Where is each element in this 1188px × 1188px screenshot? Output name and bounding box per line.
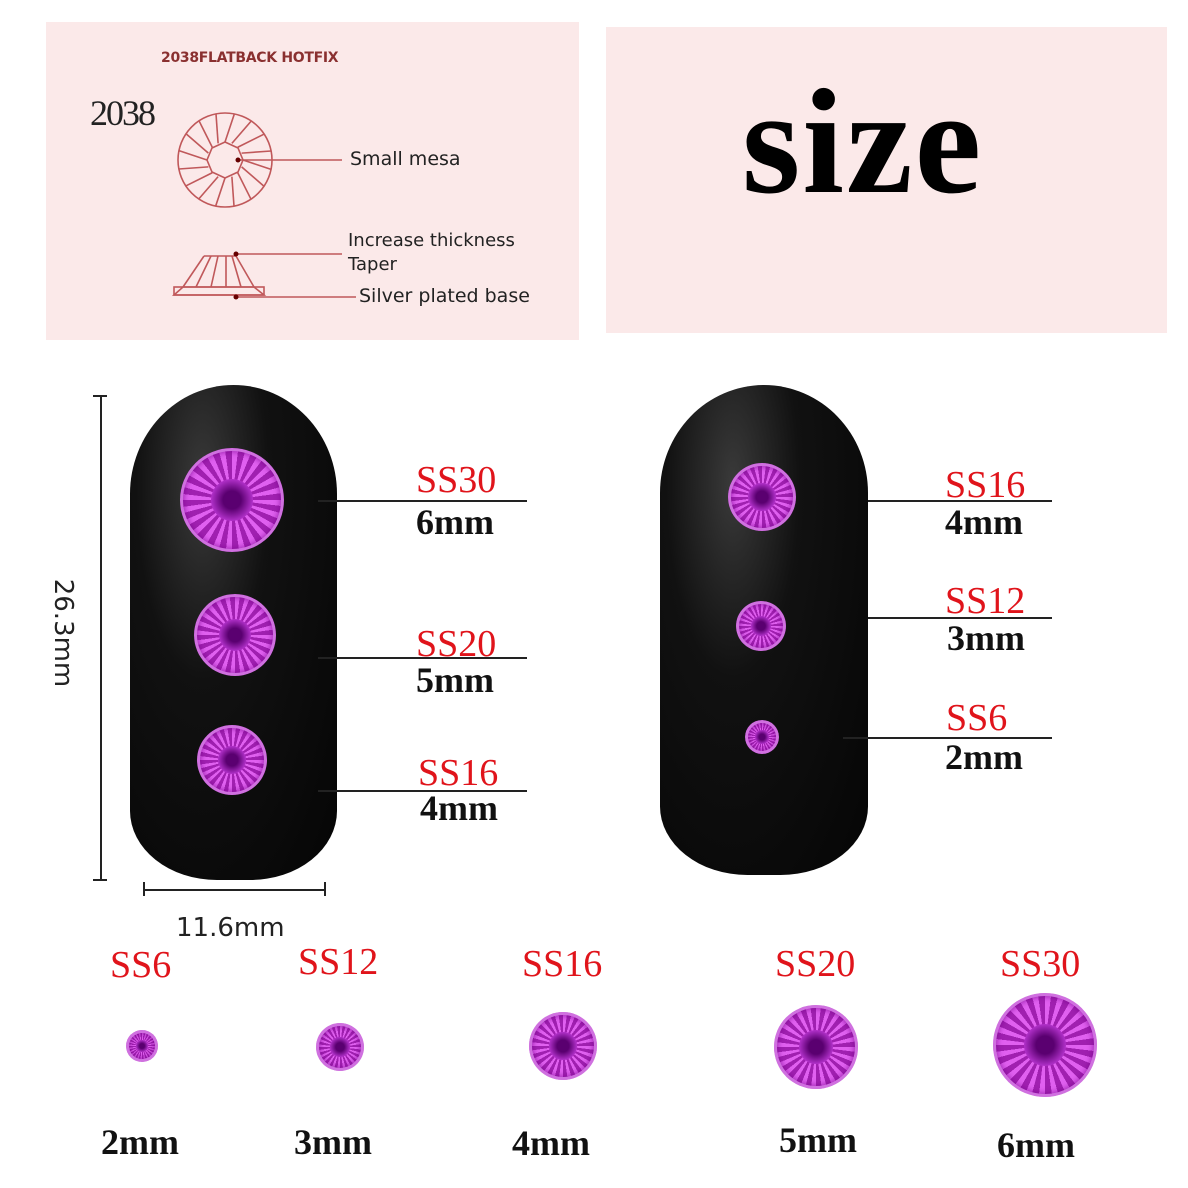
rhinestone-gem — [316, 1023, 364, 1071]
size-title-panel: size — [606, 27, 1167, 333]
rhinestone-top-view-icon — [171, 112, 356, 300]
leader-line — [868, 617, 1052, 619]
rhinestone-gem — [993, 993, 1097, 1097]
height-dimension-line — [100, 395, 102, 880]
size-label: 4mm — [420, 788, 498, 828]
label-taper: Taper — [348, 254, 397, 275]
size-label: 4mm — [512, 1123, 590, 1163]
size-label: 2mm — [101, 1122, 179, 1162]
rhinestone-gem — [728, 463, 796, 531]
size-label: 6mm — [416, 502, 494, 542]
size-label: 3mm — [294, 1122, 372, 1162]
width-dimension-label: 11.6mm — [176, 913, 285, 943]
code-label: SS16 — [522, 943, 603, 985]
code-label: SS20 — [416, 623, 497, 665]
size-label: 5mm — [779, 1120, 857, 1160]
code-label: SS20 — [775, 943, 856, 985]
dimension-tick — [324, 882, 326, 896]
height-dimension-label: 26.3mm — [48, 578, 78, 688]
dimension-tick — [93, 879, 107, 881]
code-label: SS6 — [946, 697, 1008, 739]
size-label: 2mm — [945, 737, 1023, 777]
size-label: 5mm — [416, 660, 494, 700]
leader-line — [318, 500, 527, 502]
label-small-mesa: Small mesa — [350, 148, 461, 170]
code-label: SS12 — [298, 941, 379, 983]
code-label: SS16 — [945, 464, 1026, 506]
code-label: SS12 — [945, 580, 1026, 622]
rhinestone-gem — [529, 1012, 597, 1080]
size-label: 4mm — [945, 502, 1023, 542]
leader-line — [868, 500, 1052, 502]
rhinestone-gem — [180, 448, 284, 552]
rhinestone-gem — [774, 1005, 858, 1089]
rhinestone-gem — [197, 725, 267, 795]
code-label: SS16 — [418, 752, 499, 794]
code-label: SS6 — [110, 944, 172, 986]
rhinestone-gem — [736, 601, 786, 651]
leader-line — [318, 790, 527, 792]
leader-line — [318, 657, 527, 659]
model-number: 2038 — [90, 93, 156, 133]
rhinestone-gem — [126, 1030, 158, 1062]
dimension-tick — [143, 882, 145, 896]
rhinestone-gem — [194, 594, 276, 676]
diagram-title: 2038FLATBACK HOTFIX — [161, 50, 339, 66]
label-increase-thickness: Increase thickness — [348, 230, 515, 251]
leader-line — [843, 737, 1052, 739]
size-label: 3mm — [947, 618, 1025, 658]
size-label: 6mm — [997, 1125, 1075, 1165]
dimension-tick — [93, 395, 107, 397]
code-label: SS30 — [1000, 943, 1081, 985]
rhinestone-gem — [745, 720, 779, 754]
rhinestone-diagram-panel: 2038FLATBACK HOTFIX 2038 Small mesa Incr… — [46, 22, 579, 340]
size-title: size — [742, 59, 984, 225]
code-label: SS30 — [416, 459, 497, 501]
width-dimension-line — [143, 889, 325, 891]
label-silver-plated-base: Silver plated base — [359, 285, 530, 307]
